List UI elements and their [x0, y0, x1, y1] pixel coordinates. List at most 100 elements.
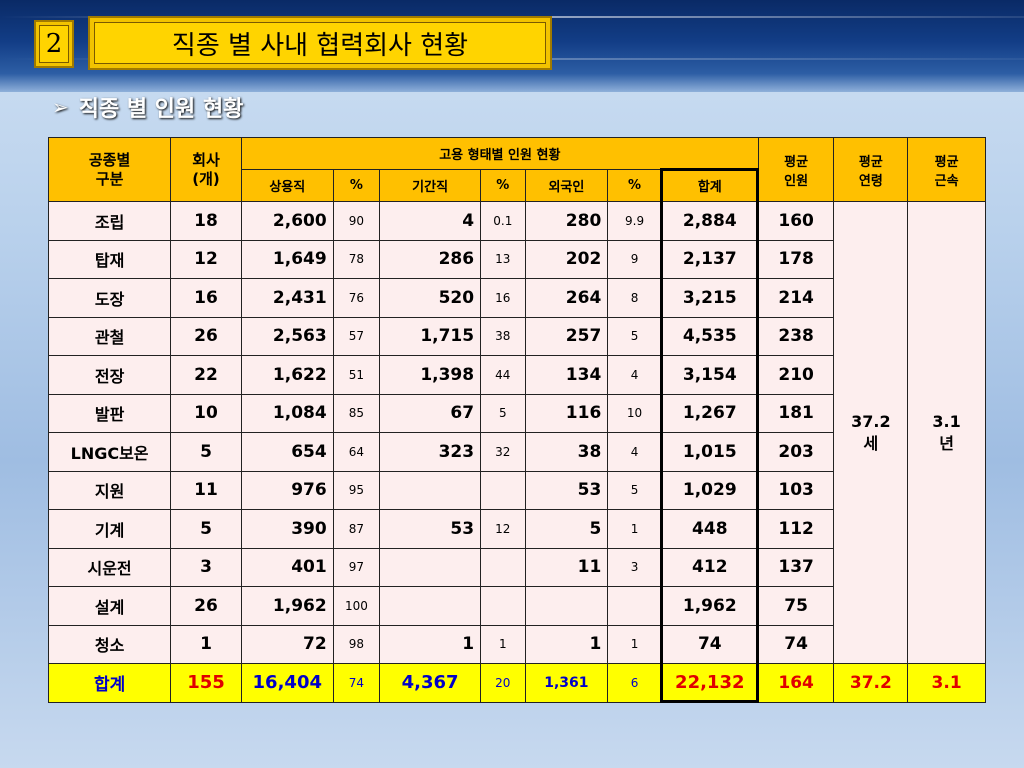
header-group: 공종별 구분: [47, 137, 172, 202]
total-contract: 4,367: [379, 663, 482, 703]
avg-age-merged: 37.2 세: [833, 201, 909, 664]
row-sum: 412: [660, 547, 759, 587]
total-sum: 22,132: [660, 663, 759, 703]
row-sum: 4,535: [660, 316, 759, 356]
row-foreign: 264: [524, 278, 609, 318]
row-regular-pct: 100: [332, 586, 381, 626]
total-avg-staff: 164: [757, 663, 835, 703]
row-foreign-pct: 1: [607, 624, 662, 664]
row-foreign: 280: [524, 201, 609, 241]
row-regular: 390: [240, 509, 334, 549]
row-foreign-pct: 3: [607, 547, 662, 587]
total-avg-age: 37.2: [833, 663, 909, 703]
row-avg-staff: 178: [757, 239, 835, 279]
row-foreign-pct: 10: [607, 393, 662, 433]
slide-title-box: 직종 별 사내 협력회사 현황: [88, 16, 552, 70]
row-foreign-pct: 1: [607, 509, 662, 549]
table-row: 지원 11 976 95 53 5 1,029 103: [47, 470, 986, 510]
row-contract: [379, 470, 482, 510]
row-foreign-pct: 9: [607, 239, 662, 279]
row-contract: 4: [379, 201, 482, 241]
row-foreign: 53: [524, 470, 609, 510]
row-foreign-pct: 4: [607, 432, 662, 472]
row-avg-staff: 210: [757, 355, 835, 395]
row-regular-pct: 85: [332, 393, 381, 433]
row-contract: 1,398: [379, 355, 482, 395]
total-name: 합계: [47, 663, 172, 703]
row-contract-pct: 38: [480, 316, 526, 356]
row-regular-pct: 90: [332, 201, 381, 241]
row-foreign: 134: [524, 355, 609, 395]
table-row: 청소 1 72 98 1 1 1 1 74 74: [47, 624, 986, 664]
header-employment: 고용 형태별 인원 현황: [240, 137, 759, 170]
row-name: 탑재: [47, 239, 172, 279]
row-foreign: 202: [524, 239, 609, 279]
row-avg-staff: 238: [757, 316, 835, 356]
row-contract-pct: 0.1: [480, 201, 526, 241]
header-foreign-pct: %: [607, 169, 662, 202]
row-companies: 3: [170, 547, 242, 587]
total-companies: 155: [170, 663, 242, 703]
row-contract-pct: 1: [480, 624, 526, 664]
row-foreign: 1: [524, 624, 609, 664]
table-row: LNGC보온 5 654 64 323 32 38 4 1,015 203: [47, 432, 986, 472]
row-name: 설계: [47, 586, 172, 626]
row-regular: 2,563: [240, 316, 334, 356]
table-row: 전장 22 1,622 51 1,398 44 134 4 3,154 210: [47, 355, 986, 395]
row-regular: 1,962: [240, 586, 334, 626]
row-foreign: 11: [524, 547, 609, 587]
row-regular-pct: 78: [332, 239, 381, 279]
row-contract: 1: [379, 624, 482, 664]
row-foreign: 116: [524, 393, 609, 433]
header-sum: 합계: [660, 169, 759, 202]
row-companies: 1: [170, 624, 242, 664]
header-contract: 기간직: [379, 169, 482, 202]
row-foreign-pct: [607, 586, 662, 626]
row-avg-staff: 112: [757, 509, 835, 549]
row-contract: 67: [379, 393, 482, 433]
row-sum: 448: [660, 509, 759, 549]
row-contract: 1,715: [379, 316, 482, 356]
section-number-box: 2: [34, 20, 74, 68]
row-regular-pct: 98: [332, 624, 381, 664]
row-regular-pct: 57: [332, 316, 381, 356]
row-sum: 1,015: [660, 432, 759, 472]
avg-tenure-merged: 3.1 년: [907, 201, 986, 664]
row-contract-pct: 16: [480, 278, 526, 318]
row-name: 청소: [47, 624, 172, 664]
header-foreign: 외국인: [524, 169, 609, 202]
row-contract: 520: [379, 278, 482, 318]
row-contract: [379, 547, 482, 587]
section-number: 2: [39, 25, 69, 63]
subtitle-text: 직종 별 인원 현황: [78, 97, 244, 122]
total-foreign: 1,361: [524, 663, 609, 703]
row-sum: 3,154: [660, 355, 759, 395]
row-contract-pct: [480, 470, 526, 510]
header-avg-tenure: 평균 근속: [907, 137, 986, 202]
row-avg-staff: 181: [757, 393, 835, 433]
row-regular: 2,431: [240, 278, 334, 318]
row-sum: 1,267: [660, 393, 759, 433]
subtitle-line: ➢ 직종 별 인원 현황: [52, 90, 243, 124]
row-sum: 74: [660, 624, 759, 664]
row-contract: [379, 586, 482, 626]
row-name: 기계: [47, 509, 172, 549]
row-avg-staff: 103: [757, 470, 835, 510]
row-avg-staff: 203: [757, 432, 835, 472]
row-regular: 2,600: [240, 201, 334, 241]
table-row: 조립 18 2,600 90 4 0.1 280 9.9 2,884 160 37.2 세 3.1 년: [47, 201, 986, 664]
table-row: 도장 16 2,431 76 520 16 264 8 3,215 214: [47, 278, 986, 318]
header-companies: 회사 (개): [170, 137, 242, 202]
row-sum: 2,137: [660, 239, 759, 279]
table-row: 탑재 12 1,649 78 286 13 202 9 2,137 178: [47, 239, 986, 279]
row-regular-pct: 76: [332, 278, 381, 318]
row-regular-pct: 95: [332, 470, 381, 510]
total-regular-pct: 74: [332, 663, 381, 703]
total-avg-tenure: 3.1: [907, 663, 986, 703]
row-sum: 2,884: [660, 201, 759, 241]
header-contract-pct: %: [480, 169, 526, 202]
row-companies: 18: [170, 201, 242, 241]
row-name: 지원: [47, 470, 172, 510]
row-foreign-pct: 9.9: [607, 201, 662, 241]
arrow-bullet-icon: ➢: [52, 95, 69, 119]
